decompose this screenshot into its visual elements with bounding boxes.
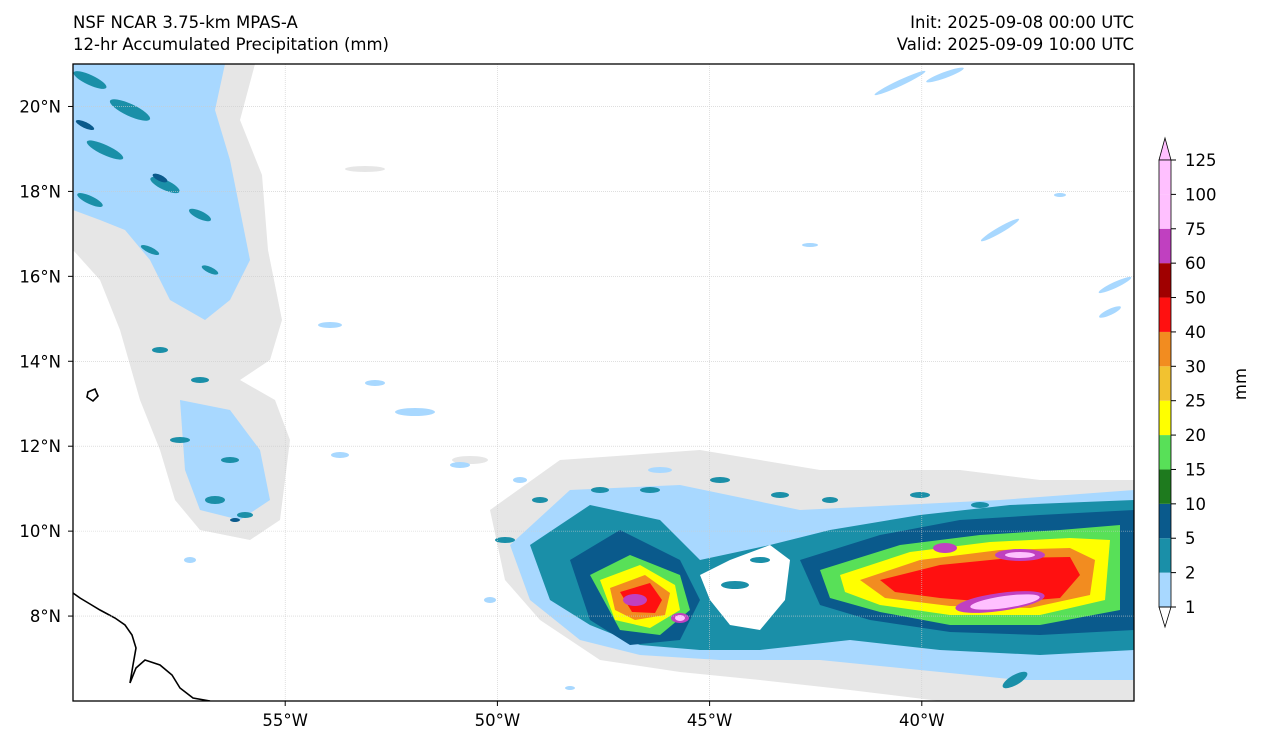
colorbar-level-label: 30 [1185, 357, 1206, 376]
colorbar-level-label: 15 [1185, 460, 1206, 479]
colorbar-segment [1159, 469, 1171, 504]
field-title: 12-hr Accumulated Precipitation (mm) [73, 35, 389, 54]
lon-tick-label: 40°W [899, 711, 945, 730]
colorbar-segment [1159, 538, 1171, 573]
colorbar-level-label: 125 [1185, 151, 1217, 170]
colorbar-segment [1159, 228, 1171, 264]
colorbar-level-label: 5 [1185, 529, 1196, 548]
colorbar-level-label: 2 [1185, 564, 1196, 583]
colorbar-level-label: 10 [1185, 495, 1206, 514]
colorbar-level-label: 50 [1185, 289, 1206, 308]
lat-tick-label: 12°N [19, 437, 61, 456]
lat-tick-label: 16°N [19, 267, 61, 286]
colorbar-segment [1159, 400, 1171, 436]
colorbar-segment [1159, 435, 1171, 470]
colorbar-extend-max [1158, 136, 1172, 161]
map-header-left: NSF NCAR 3.75-km MPAS-A 12-hr Accumulate… [73, 12, 389, 56]
lat-tick-label: 20°N [19, 97, 61, 116]
map-plot-area [72, 63, 1135, 702]
lat-tick-label: 18°N [19, 182, 61, 201]
precip-streaks-northeast [802, 67, 1132, 318]
lat-tick-label: 14°N [19, 352, 61, 371]
map-frame [72, 63, 1135, 702]
map-header-right: Init: 2025-09-08 00:00 UTC Valid: 2025-0… [897, 12, 1134, 56]
colorbar-segment [1159, 160, 1171, 195]
colorbar-segment [1159, 194, 1171, 229]
colorbar-level-label: 60 [1185, 254, 1206, 273]
colorbar-level-label: 1 [1185, 598, 1196, 617]
precip-band-west [73, 64, 488, 563]
lon-tick-label: 50°W [475, 711, 521, 730]
colorbar-segment [1159, 366, 1171, 401]
colorbar-frame [1158, 159, 1172, 608]
lon-tick-label: 45°W [687, 711, 733, 730]
colorbar-level-label: 75 [1185, 220, 1206, 239]
coastline [73, 387, 211, 701]
lat-tick-label: 10°N [19, 522, 61, 541]
init-time: Init: 2025-09-08 00:00 UTC [910, 13, 1134, 32]
longitude-ticks: 55°W 50°W 45°W 40°W [262, 701, 945, 730]
colorbar-segment [1159, 503, 1171, 539]
valid-time: Valid: 2025-09-09 10:00 UTC [896, 35, 1134, 54]
gridlines [73, 64, 1134, 701]
model-title: NSF NCAR 3.75-km MPAS-A [73, 13, 298, 32]
colorbar-level-label: 40 [1185, 323, 1206, 342]
colorbar-level-label: 100 [1185, 185, 1217, 204]
colorbar-level-label: 25 [1185, 392, 1206, 411]
colorbar-segment [1159, 331, 1171, 367]
latitude-ticks: 8°N 10°N 12°N 14°N 16°N 18°N 20°N [19, 97, 73, 626]
colorbar-level-label: 20 [1185, 426, 1206, 445]
colorbar-segment [1159, 572, 1171, 607]
colorbar-segment [1159, 297, 1171, 332]
lon-tick-label: 55°W [262, 711, 308, 730]
colorbar-segment [1159, 263, 1171, 298]
colorbar-unit-label: mm [1231, 368, 1250, 400]
lat-tick-label: 8°N [30, 607, 61, 626]
colorbar-extend-min [1158, 606, 1172, 629]
